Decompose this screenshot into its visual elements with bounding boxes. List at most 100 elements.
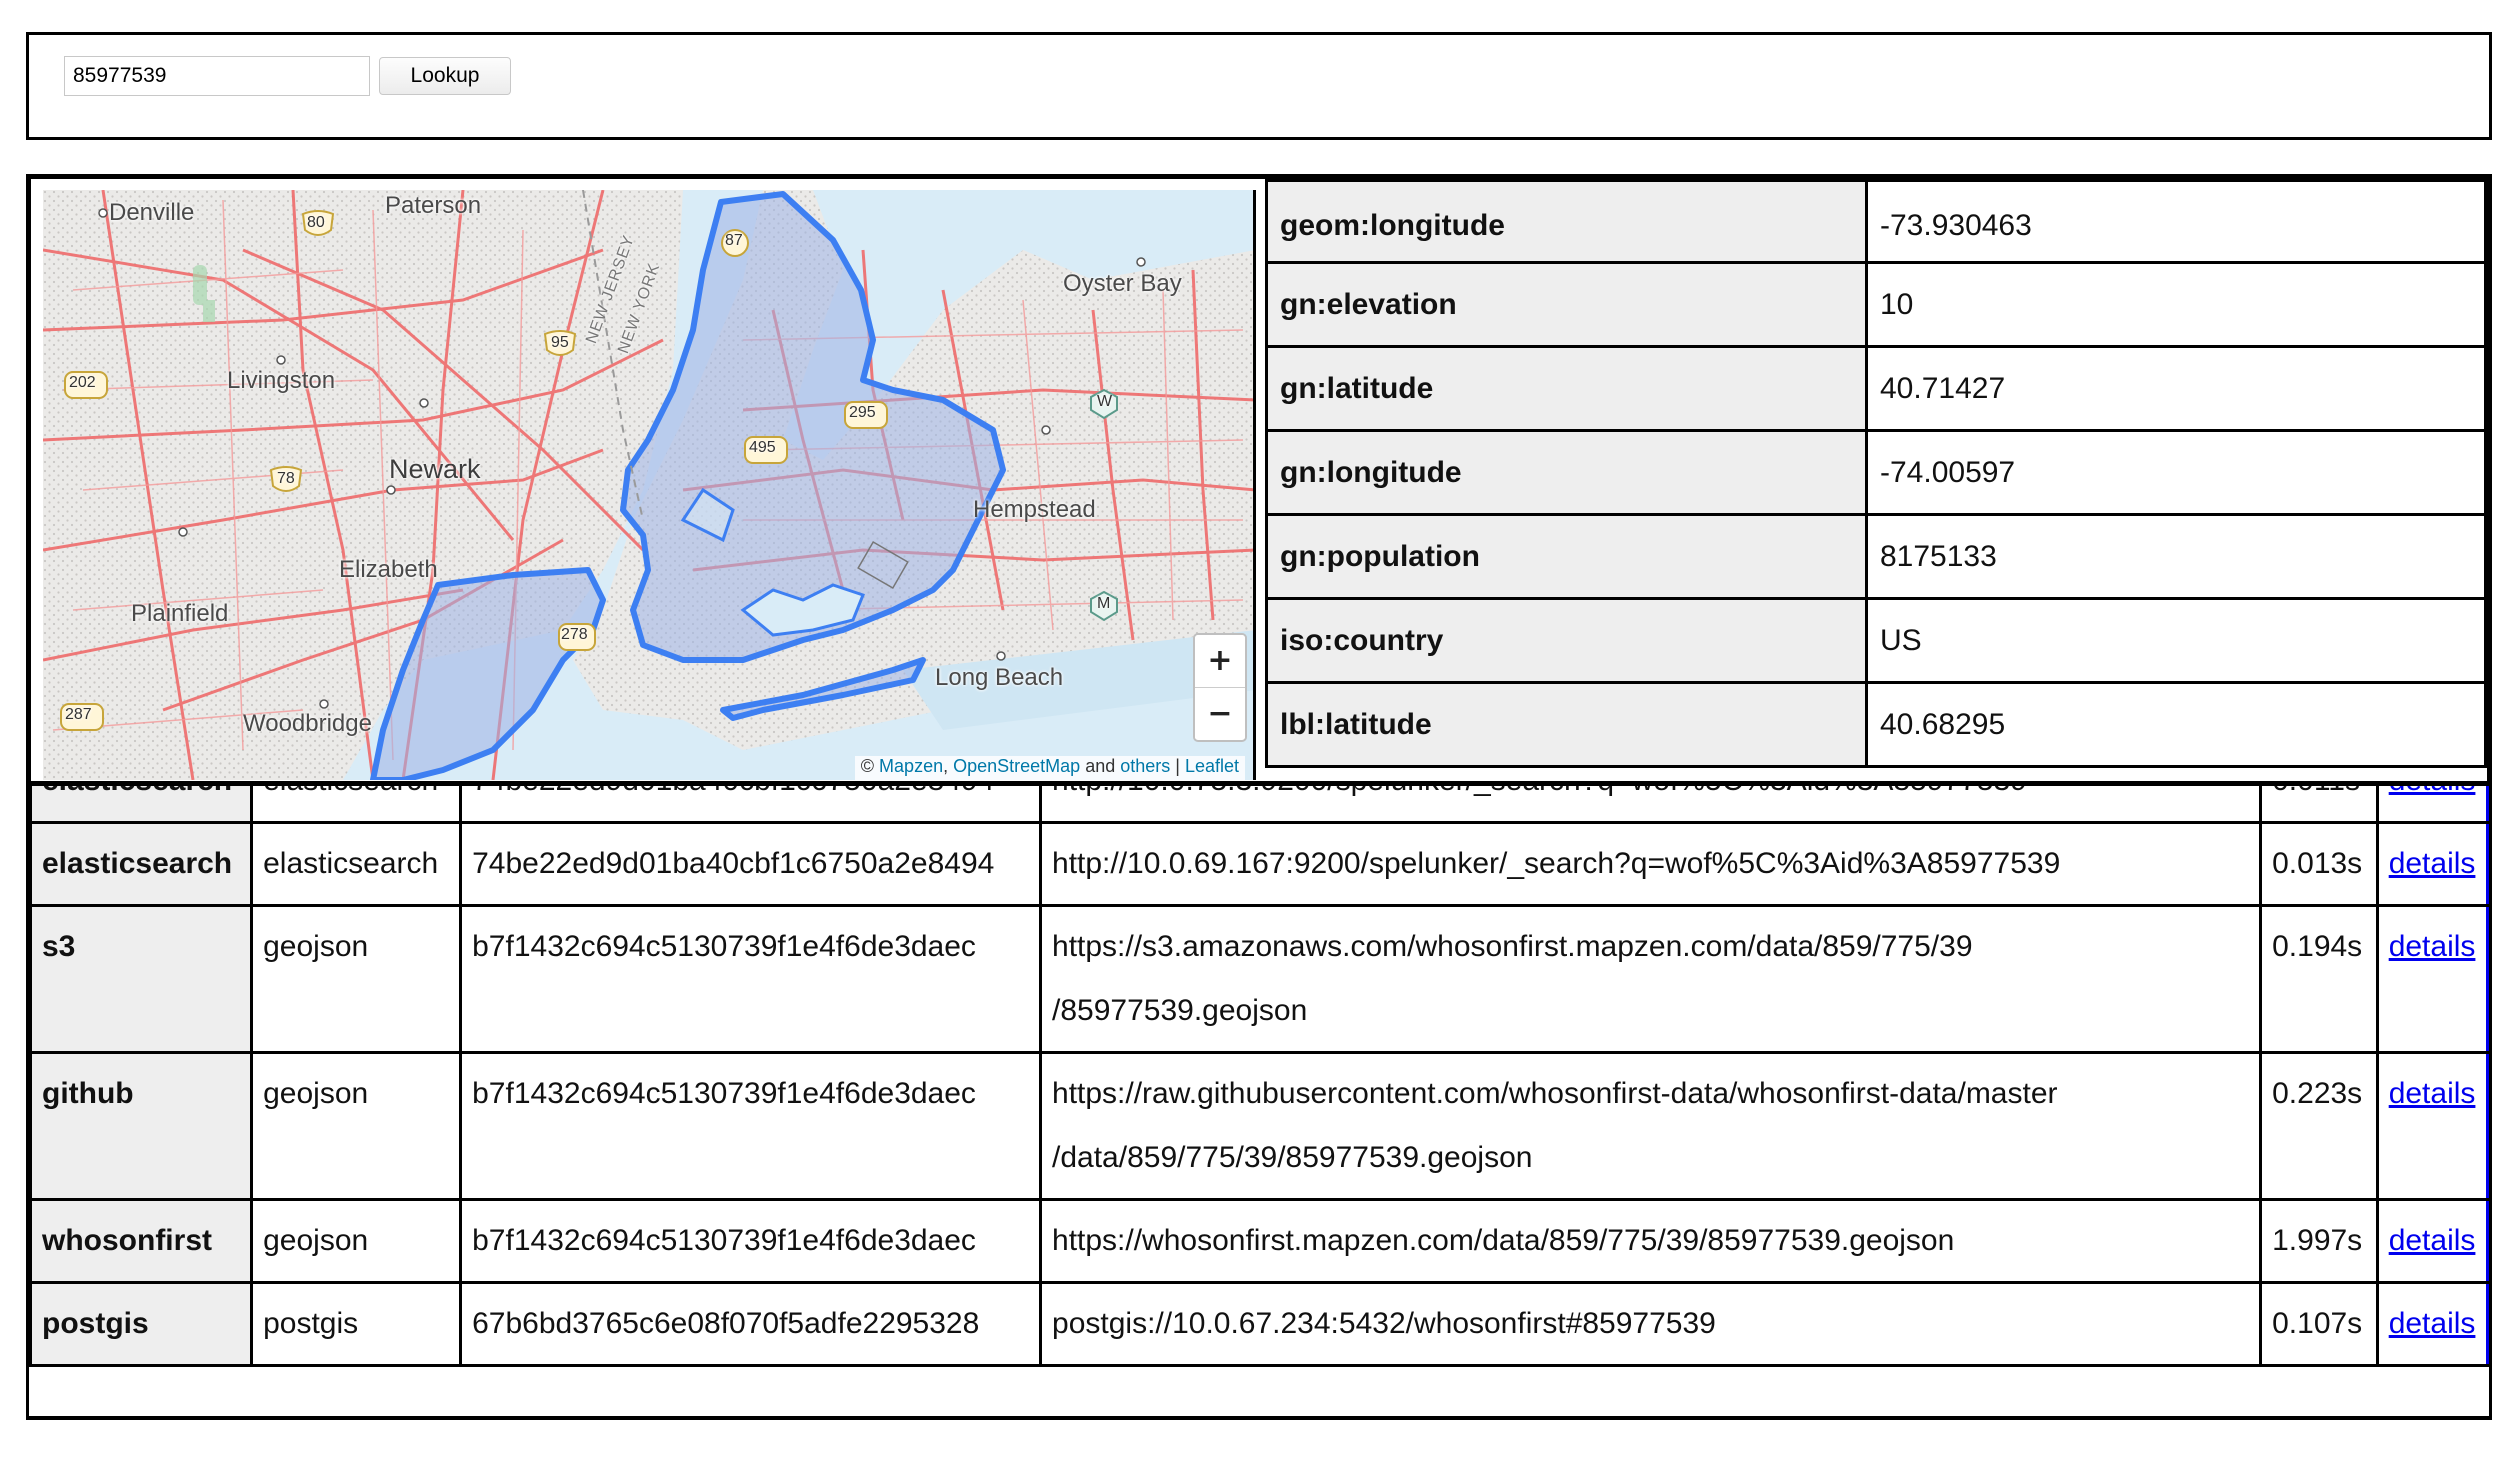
- type-cell: elasticsearch: [250, 786, 463, 824]
- property-key: iso:country: [1265, 597, 1868, 684]
- table-row: s3 geojson b7f1432c694c5130739f1e4f6de3d…: [29, 904, 2489, 1054]
- lookup-form: Lookup: [26, 32, 2492, 140]
- attribution-separator: |: [1170, 756, 1185, 776]
- time-cell: 0.223s: [2259, 1051, 2379, 1201]
- details-link[interactable]: details: [2388, 847, 2476, 880]
- zoom-control: + −: [1193, 633, 1247, 742]
- source-cell: whosonfirst: [29, 1198, 254, 1284]
- hash-cell: b7f1432c694c5130739f1e4f6de3daec: [459, 1051, 1043, 1201]
- place-label-newark: Newark: [389, 454, 481, 484]
- place-label-plainfield: Plainfield: [131, 600, 229, 627]
- type-cell: postgis: [250, 1281, 463, 1367]
- source-cell: elasticsearch: [29, 786, 254, 824]
- property-row: gn:elevation 10: [1265, 261, 2487, 348]
- shield-202-label: 202: [69, 374, 96, 391]
- url-cell: https://whosonfirst.mapzen.com/data/859/…: [1039, 1198, 2263, 1284]
- property-value: -74.00597: [1865, 429, 2487, 516]
- table-row: github geojson b7f1432c694c5130739f1e4f6…: [29, 1051, 2489, 1201]
- shield-w-label: W: [1097, 393, 1113, 410]
- property-key: lbl:latitude: [1265, 681, 1868, 768]
- source-cell: s3: [29, 904, 254, 1054]
- place-label-woodbridge: Woodbridge: [243, 710, 372, 737]
- property-row: gn:longitude -74.00597: [1265, 429, 2487, 516]
- details-link[interactable]: details: [2388, 1224, 2476, 1257]
- place-label-long-beach: Long Beach: [935, 664, 1064, 691]
- type-cell: geojson: [250, 1051, 463, 1201]
- shield-495-label: 495: [749, 439, 776, 456]
- attribution-osm-link[interactable]: OpenStreetMap: [953, 756, 1081, 776]
- property-key: gn:elevation: [1265, 261, 1868, 348]
- details-link[interactable]: details: [2389, 786, 2476, 797]
- time-cell: 1.997s: [2259, 1198, 2379, 1284]
- attribution-prefix: ©: [860, 756, 880, 776]
- table-row: elasticsearch elasticsearch 74be22ed9d01…: [29, 786, 2489, 824]
- shield-80-label: 80: [307, 214, 325, 231]
- property-row: gn:latitude 40.71427: [1265, 345, 2487, 432]
- place-label-elizabeth: Elizabeth: [339, 556, 438, 583]
- details-link[interactable]: details: [2388, 1307, 2476, 1340]
- shield-287-label: 287: [65, 706, 92, 723]
- type-cell: elasticsearch: [250, 821, 463, 907]
- type-cell: geojson: [250, 904, 463, 1054]
- shield-m-label: M: [1097, 595, 1111, 612]
- table-row: whosonfirst geojson b7f1432c694c5130739f…: [29, 1198, 2489, 1284]
- property-value: 8175133: [1865, 513, 2487, 600]
- properties-table[interactable]: geom:longitude -73.930463 gn:elevation 10 …: [1265, 179, 2487, 781]
- attribution-others-link[interactable]: others: [1120, 756, 1171, 776]
- hash-cell: b7f1432c694c5130739f1e4f6de3daec: [459, 1198, 1043, 1284]
- property-value: 40.71427: [1865, 345, 2487, 432]
- url-cell: https://s3.amazonaws.com/whosonfirst.map…: [1039, 904, 2263, 1054]
- property-row: gn:population 8175133: [1265, 513, 2487, 600]
- zoom-out-button[interactable]: −: [1195, 687, 1245, 739]
- results-table[interactable]: elasticsearch elasticsearch 74be22ed9d01…: [26, 786, 2492, 1420]
- hash-cell: 67b6bd3765c6e08f070f5adfe2295328: [459, 1281, 1043, 1367]
- lookup-input[interactable]: [64, 56, 370, 96]
- attribution-leaflet-link[interactable]: Leaflet: [1184, 756, 1239, 776]
- url-cell: http://10.0.75.3:9200/spelunker/_search?…: [1039, 786, 2263, 824]
- attribution-and: and: [1080, 756, 1121, 776]
- details-cell: details: [2375, 1051, 2489, 1201]
- map[interactable]: 80 87 95 202 295 495 78 278: [43, 190, 1256, 780]
- lookup-button[interactable]: Lookup: [379, 57, 511, 95]
- url-cell: https://raw.githubusercontent.com/whoson…: [1039, 1051, 2263, 1201]
- hash-cell: 74be22ed9d01ba40cbf1c6750a2e8494: [459, 821, 1043, 907]
- property-key: gn:population: [1265, 513, 1868, 600]
- details-link[interactable]: details: [2388, 930, 2476, 963]
- property-key: gn:longitude: [1265, 429, 1868, 516]
- attribution-mapzen-link[interactable]: Mapzen: [879, 756, 944, 776]
- shield-278-label: 278: [561, 626, 588, 643]
- property-value: -73.930463: [1865, 179, 2487, 264]
- map-attribution: © Mapzen, OpenStreetMap and others | Lea…: [854, 756, 1245, 780]
- time-cell: 0.013s: [2259, 821, 2379, 907]
- shield-295-label: 295: [849, 404, 876, 421]
- place-label-denville: Denville: [109, 199, 195, 226]
- table-row: postgis postgis 67b6bd3765c6e08f070f5adf…: [29, 1281, 2489, 1367]
- source-cell: postgis: [29, 1281, 254, 1367]
- table-row: elasticsearch elasticsearch 74be22ed9d01…: [29, 821, 2489, 907]
- place-label-livingston: Livingston: [227, 367, 336, 394]
- type-cell: geojson: [250, 1198, 463, 1284]
- property-value: 40.68295: [1865, 681, 2487, 768]
- place-label-paterson: Paterson: [385, 192, 482, 219]
- details-cell: details: [2375, 904, 2489, 1054]
- property-row: iso:country US: [1265, 597, 2487, 684]
- place-label-oyster-bay: Oyster Bay: [1063, 270, 1182, 297]
- hash-cell: b7f1432c694c5130739f1e4f6de3daec: [459, 904, 1043, 1054]
- property-key: geom:longitude: [1265, 179, 1868, 264]
- time-cell: 0.194s: [2259, 904, 2379, 1054]
- time-cell: 0.011s: [2259, 786, 2379, 824]
- property-row: geom:longitude -73.930463: [1265, 179, 2487, 264]
- place-label-hempstead: Hempstead: [973, 496, 1096, 523]
- details-cell: details: [2375, 786, 2489, 824]
- attribution-separator: ,: [943, 756, 954, 776]
- details-link[interactable]: details: [2388, 1077, 2476, 1110]
- shield-95-label: 95: [551, 334, 569, 351]
- zoom-in-button[interactable]: +: [1195, 635, 1245, 687]
- place-panel: 80 87 95 202 295 495 78 278: [26, 174, 2492, 786]
- source-cell: elasticsearch: [29, 821, 254, 907]
- property-key: gn:latitude: [1265, 345, 1868, 432]
- shield-87-label: 87: [725, 232, 743, 249]
- property-value: 10: [1865, 261, 2487, 348]
- shield-78-label: 78: [277, 470, 295, 487]
- details-cell: details: [2375, 821, 2489, 907]
